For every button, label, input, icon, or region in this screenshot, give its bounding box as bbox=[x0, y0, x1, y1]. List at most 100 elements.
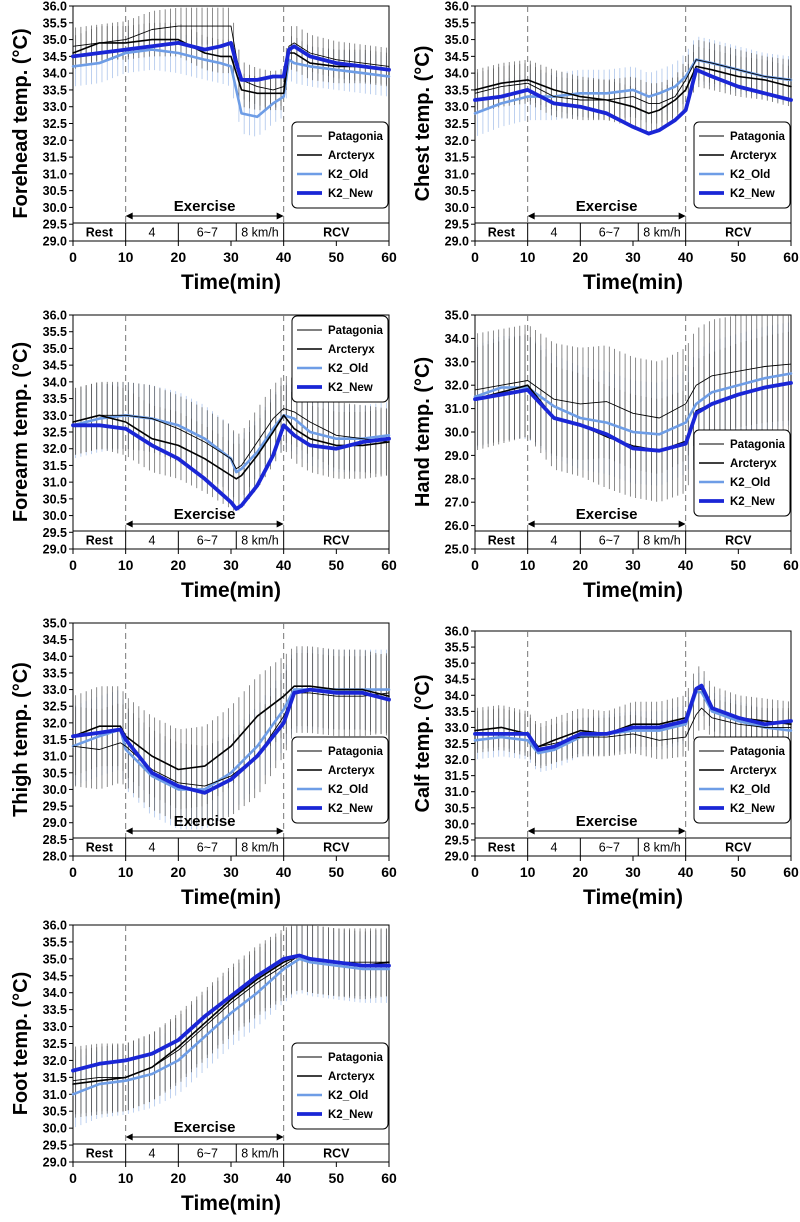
exercise-arrow-head-left bbox=[527, 212, 535, 220]
y-tick-label: 29.0 bbox=[445, 235, 469, 249]
legend-label-arcteryx: Arcteryx bbox=[730, 458, 777, 470]
x-tick-label: 20 bbox=[573, 864, 589, 880]
y-tick-label: 35.0 bbox=[43, 33, 67, 47]
series-line-k2_new bbox=[473, 380, 793, 453]
y-tick-label: 34.5 bbox=[43, 359, 67, 373]
y-tick-label: 36.0 bbox=[445, 625, 469, 639]
y-axis-label: Thigh temp. (°C) bbox=[10, 662, 32, 817]
exercise-arrow-head-right bbox=[678, 212, 686, 220]
y-tick-label: 32.0 bbox=[43, 134, 67, 148]
y-tick-label: 30.0 bbox=[445, 201, 469, 215]
phase-label: 4 bbox=[149, 1147, 156, 1161]
y-tick-label: 30.0 bbox=[445, 817, 469, 831]
legend-label-arcteryx: Arcteryx bbox=[328, 150, 375, 162]
phase-label: 6~7 bbox=[197, 226, 218, 240]
y-tick-label: 36.0 bbox=[43, 309, 67, 323]
y-tick-label: 36.0 bbox=[43, 919, 67, 933]
y-tick-label: 34.0 bbox=[445, 67, 469, 81]
exercise-arrow-head-left bbox=[125, 827, 133, 835]
series-line-k2_old bbox=[473, 372, 793, 436]
y-tick-label: 32.5 bbox=[445, 117, 469, 131]
phase-bar bbox=[72, 222, 390, 242]
x-axis-label: Time(min) bbox=[583, 579, 683, 602]
y-tick-label: 29.5 bbox=[445, 218, 469, 232]
exercise-label: Exercise bbox=[174, 813, 236, 830]
x-tick-label: 50 bbox=[329, 864, 345, 880]
phase-label: RCV bbox=[323, 841, 350, 855]
x-tick-label: 0 bbox=[471, 557, 479, 573]
y-tick-label: 30.0 bbox=[445, 426, 469, 440]
y-tick-label: 32.0 bbox=[445, 753, 469, 767]
x-tick-label: 50 bbox=[329, 249, 345, 265]
x-tick-label: 0 bbox=[69, 249, 77, 265]
legend-label-patagonia: Patagonia bbox=[328, 131, 384, 143]
y-tick-label: 36.0 bbox=[445, 0, 469, 14]
x-tick-label: 40 bbox=[276, 249, 292, 265]
y-tick-label: 32.0 bbox=[43, 442, 67, 456]
y-tick-label: 33.5 bbox=[43, 392, 67, 406]
phase-label: RCV bbox=[323, 534, 350, 548]
y-tick-label: 30.0 bbox=[43, 201, 67, 215]
legend: Patagonia Arcteryx K2_Old K2_New bbox=[693, 736, 791, 824]
legend-label-arcteryx: Arcteryx bbox=[328, 765, 375, 777]
x-tick-label: 30 bbox=[223, 864, 239, 880]
y-tick-label: 34.0 bbox=[43, 67, 67, 81]
y-tick-label: 33.5 bbox=[43, 1003, 67, 1017]
y-tick-label: 33.0 bbox=[43, 100, 67, 114]
y-tick-label: 31.0 bbox=[43, 476, 67, 490]
phase-bar bbox=[474, 530, 792, 550]
x-tick-label: 10 bbox=[118, 1170, 134, 1186]
x-tick-label: 20 bbox=[171, 1170, 187, 1186]
legend-label-k2_old: K2_Old bbox=[328, 169, 368, 181]
y-tick-label: 29.5 bbox=[43, 526, 67, 540]
y-tick-label: 32.5 bbox=[43, 117, 67, 131]
series-line-arcteryx bbox=[72, 414, 390, 480]
y-tick-label: 32.0 bbox=[445, 379, 469, 393]
x-tick-label: 50 bbox=[329, 557, 345, 573]
legend-label-patagonia: Patagonia bbox=[730, 439, 786, 451]
legend-label-k2_new: K2_New bbox=[730, 188, 775, 200]
phase-label: 8 km/h bbox=[643, 534, 681, 548]
error-bars bbox=[75, 925, 387, 1128]
exercise-arrow-head-right bbox=[276, 827, 284, 835]
y-tick-label: 33.0 bbox=[445, 100, 469, 114]
x-tick-label: 0 bbox=[69, 1170, 77, 1186]
series-line-k2_old bbox=[71, 48, 391, 119]
legend-label-k2_new: K2_New bbox=[328, 188, 373, 200]
y-tick-label: 28.0 bbox=[445, 472, 469, 486]
y-tick-label: 31.5 bbox=[43, 1071, 67, 1085]
phase-bar bbox=[72, 1143, 390, 1163]
exercise-arrow-head-right bbox=[678, 520, 686, 528]
y-tick-label: 31.5 bbox=[43, 733, 67, 747]
x-tick-label: 0 bbox=[69, 557, 77, 573]
exercise-arrow-head-left bbox=[125, 520, 133, 528]
phase-label: Rest bbox=[86, 226, 114, 240]
y-axis-label: Forearm temp. (°C) bbox=[10, 342, 32, 522]
phase-label: RCV bbox=[725, 534, 752, 548]
y-tick-label: 35.0 bbox=[445, 309, 469, 323]
phase-bar bbox=[474, 222, 792, 242]
phase-label: 8 km/h bbox=[241, 534, 279, 548]
x-tick-label: 40 bbox=[276, 557, 292, 573]
y-tick-label: 32.0 bbox=[445, 134, 469, 148]
x-tick-label: 60 bbox=[381, 1170, 397, 1186]
legend-label-arcteryx: Arcteryx bbox=[730, 150, 777, 162]
exercise-label: Exercise bbox=[576, 198, 638, 215]
y-tick-label: 32.5 bbox=[43, 426, 67, 440]
legend: Patagonia Arcteryx K2_Old K2_New bbox=[291, 1042, 389, 1130]
panel-chest: 29.0 29.5 30.0 30.5 31.0 31.5 32.0 32.5 33.0 33.5… bbox=[412, 0, 799, 294]
y-tick-label: 33.0 bbox=[43, 1020, 67, 1034]
series-line-k2_new bbox=[71, 687, 391, 795]
exercise-label: Exercise bbox=[576, 813, 638, 830]
phase-bar bbox=[72, 837, 390, 857]
series-line-patagonia bbox=[474, 59, 792, 104]
phase-label: Rest bbox=[488, 226, 516, 240]
y-tick-label: 34.0 bbox=[43, 650, 67, 664]
phase-label: Rest bbox=[488, 841, 516, 855]
legend-box bbox=[291, 736, 389, 824]
y-tick-label: 33.0 bbox=[43, 683, 67, 697]
x-axis-label: Time(min) bbox=[181, 886, 281, 909]
legend-label-patagonia: Patagonia bbox=[328, 1052, 384, 1064]
y-tick-label: 31.5 bbox=[43, 151, 67, 165]
